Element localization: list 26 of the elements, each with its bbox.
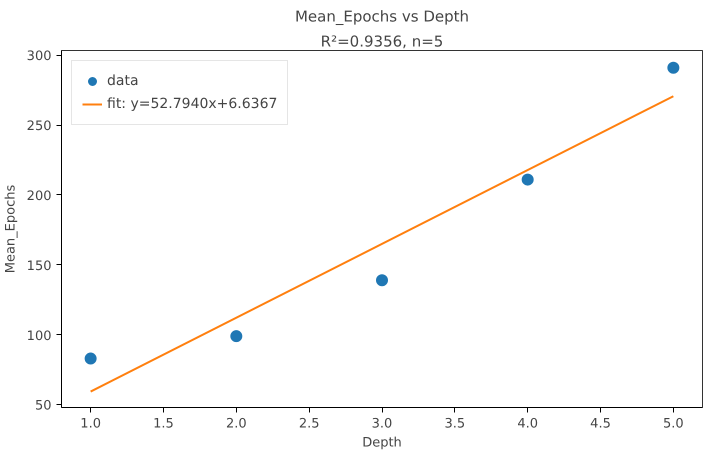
y-tick-label: 50	[34, 398, 52, 414]
y-tick-label: 300	[26, 49, 52, 64]
y-tick-label: 250	[26, 119, 52, 134]
point	[667, 62, 680, 74]
y-tick-label: 100	[26, 328, 52, 344]
x-tick-label: 3.5	[444, 416, 466, 432]
x-tick-label: 1.0	[80, 416, 101, 432]
point	[376, 274, 388, 286]
x-tick-label: 3.0	[372, 416, 392, 432]
x-tick-label: 2.0	[226, 416, 247, 432]
legend-label: data	[107, 73, 139, 89]
y-axis-title: Mean_Epochs	[4, 184, 19, 274]
x-tick-label: 5.0	[663, 416, 684, 432]
chart-title: Mean_Epochs vs Depth	[294, 8, 470, 26]
x-tick-label: 2.5	[298, 416, 320, 432]
point	[522, 174, 534, 186]
x-tick-label: 4.0	[517, 416, 538, 432]
x-axis-title: Depth	[362, 436, 402, 450]
y-tick-label: 200	[26, 188, 52, 204]
chart-subtitle: R²=0.9356, n=5	[320, 32, 444, 50]
point	[84, 352, 97, 365]
y-tick-label: 150	[26, 258, 52, 274]
x-tick-label: 4.5	[590, 416, 611, 432]
legend-label: fit: y=52.7940x+6.6367	[107, 96, 278, 112]
point	[230, 330, 242, 342]
x-tick-label: 1.5	[153, 416, 174, 432]
